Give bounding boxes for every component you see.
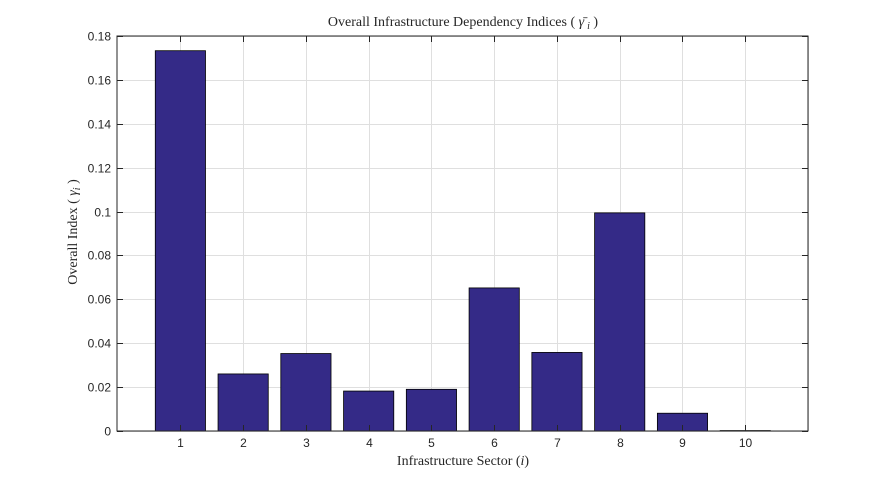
- bar-sector-3: [280, 353, 332, 432]
- x-tick-label: 2: [240, 436, 247, 450]
- bars: [154, 50, 771, 432]
- x-tick-label: 7: [554, 436, 561, 450]
- y-tick-label: 0: [104, 425, 111, 439]
- x-tick-label: 1: [177, 436, 184, 450]
- chart-title-subscript: i: [587, 21, 590, 32]
- x-axis-label-text: Infrastructure Sector (: [397, 454, 521, 469]
- bar-sector-5: [405, 388, 457, 432]
- y-axis-label-close: ): [66, 179, 81, 188]
- chart-title: Overall Infrastructure Dependency Indice…: [328, 15, 599, 32]
- x-tick-label: 10: [739, 436, 753, 450]
- x-tick-label: 9: [679, 436, 686, 450]
- x-axis-label: Infrastructure Sector (i): [397, 454, 530, 469]
- bar-sector-4: [343, 390, 395, 432]
- x-axis-label-close: ): [524, 454, 529, 469]
- x-tick-label: 5: [428, 436, 435, 450]
- chart-title-text: Overall Infrastructure Dependency Indice…: [328, 15, 579, 30]
- y-tick-label: 0.16: [88, 74, 112, 88]
- y-tick-label: 0.02: [88, 381, 112, 395]
- y-tick-label: 0.12: [88, 162, 112, 176]
- x-tick-label: 3: [303, 436, 310, 450]
- plot-background: [117, 36, 808, 431]
- y-axis-label-symbol: γ: [66, 190, 81, 196]
- x-tick-labels: 1 2 3 4 5 6 7 8 9 10: [177, 436, 752, 450]
- bar-sector-2: [217, 373, 269, 432]
- y-tick-label: 0.04: [88, 337, 112, 351]
- plot-frame: [116, 35, 809, 432]
- y-tick-label: 0.08: [88, 249, 112, 263]
- x-tick-label: 8: [617, 436, 624, 450]
- x-tick-label: 6: [491, 436, 498, 450]
- x-axis-label-var: i: [521, 454, 525, 469]
- bar-sector-1: [154, 50, 206, 432]
- tick-marks: [117, 36, 808, 432]
- chart-title-symbol: γ̄: [579, 15, 589, 30]
- x-tick-label: 4: [366, 436, 373, 450]
- bar-sector-6: [468, 287, 520, 432]
- y-axis-label-text: Overall Index (: [66, 196, 81, 285]
- y-axis-label: Overall Index ( γi ): [66, 179, 83, 285]
- bar-sector-8: [594, 212, 646, 432]
- y-tick-label: 0.06: [88, 293, 112, 307]
- y-tick-label: 0.18: [88, 30, 112, 44]
- bar-sector-7: [531, 352, 583, 432]
- chart-title-close: ): [590, 15, 599, 30]
- y-axis-label-subscript: i: [72, 187, 83, 190]
- y-tick-label: 0.14: [88, 118, 112, 132]
- y-tick-label: 0.1: [94, 206, 111, 220]
- y-tick-labels: 0 0.02 0.04 0.06 0.08 0.1 0.12 0.14 0.16 0.18: [88, 30, 112, 439]
